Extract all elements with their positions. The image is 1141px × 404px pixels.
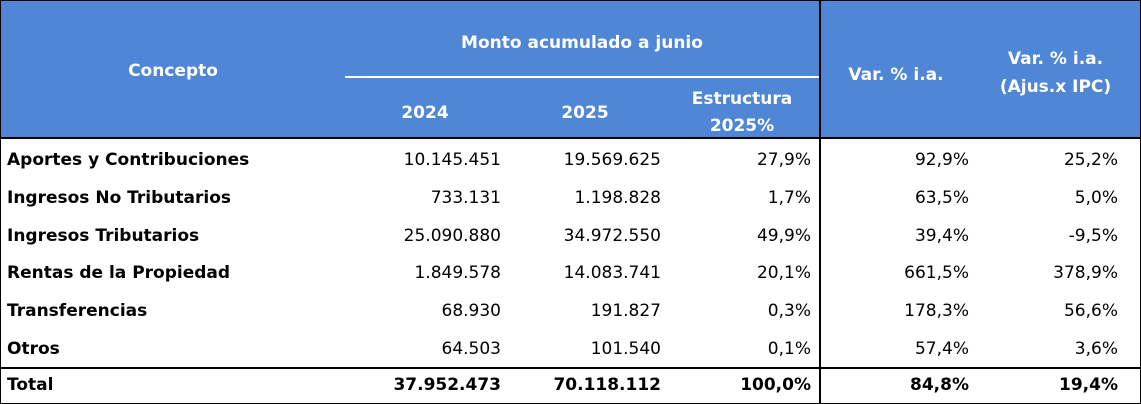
total-divider [1, 367, 1140, 369]
header-group: Monto acumulado a junio [461, 33, 703, 53]
cell-estructura: 20,1% [756, 263, 811, 283]
cell-estructura: 49,9% [756, 226, 811, 246]
table-row: Ingresos No Tributarios 733.131 1.198.82… [1, 179, 1140, 217]
header-estructura-l1: Estructura [691, 89, 793, 109]
cell-estructura: 1,7% [767, 188, 811, 208]
total-label: Total [7, 375, 54, 395]
cell-estructura: 27,9% [756, 150, 811, 170]
table-row: Aportes y Contribuciones 10.145.451 19.5… [1, 141, 1140, 179]
cell-var: 178,3% [904, 301, 969, 321]
header-var-ipc-l1: Var. % i.a. [1007, 49, 1104, 69]
cell-2024: 1.849.578 [414, 263, 501, 283]
table-row: Transferencias 68.930 191.827 0,3% 178,3… [1, 292, 1140, 330]
cell-var: 92,9% [914, 150, 969, 170]
cell-2025: 101.540 [590, 339, 661, 359]
cell-var-ipc: 3,6% [1074, 339, 1118, 359]
row-label: Otros [7, 339, 60, 359]
header-2024: 2024 [401, 103, 449, 123]
cell-2025: 14.083.741 [563, 263, 661, 283]
cell-2024: 68.930 [441, 301, 501, 321]
row-label: Aportes y Contribuciones [7, 150, 250, 170]
cell-2024: 10.145.451 [403, 150, 501, 170]
cell-estructura: 0,3% [767, 301, 811, 321]
cell-2025: 34.972.550 [563, 226, 661, 246]
cell-2024: 64.503 [441, 339, 501, 359]
total-2025: 70.118.112 [553, 375, 661, 395]
total-estructura: 100,0% [740, 375, 811, 395]
row-label: Ingresos No Tributarios [7, 188, 231, 208]
total-var-ipc: 19,4% [1059, 375, 1118, 395]
group-underline [345, 76, 819, 78]
cell-2025: 19.569.625 [563, 150, 661, 170]
cell-estructura: 0,1% [767, 339, 811, 359]
cell-2024: 25.090.880 [403, 226, 501, 246]
total-2024: 37.952.473 [393, 375, 501, 395]
cell-var-ipc: 56,6% [1063, 301, 1118, 321]
cell-var: 63,5% [914, 188, 969, 208]
cell-var: 661,5% [904, 263, 969, 283]
cell-var-ipc: 5,0% [1074, 188, 1118, 208]
cell-2024: 733.131 [430, 188, 501, 208]
total-row: Total 37.952.473 70.118.112 100,0% 84,8%… [1, 368, 1140, 403]
cell-var-ipc: -9,5% [1068, 226, 1118, 246]
table-header: Concepto Monto acumulado a junio 2024 20… [1, 1, 1140, 139]
cell-var: 39,4% [914, 226, 969, 246]
header-concepto: Concepto [128, 61, 218, 81]
cell-var-ipc: 378,9% [1053, 263, 1118, 283]
row-label: Transferencias [7, 301, 148, 321]
column-divider [819, 1, 821, 403]
total-var: 84,8% [910, 375, 969, 395]
cell-var-ipc: 25,2% [1063, 150, 1118, 170]
cell-var: 57,4% [914, 339, 969, 359]
table-row: Ingresos Tributarios 25.090.880 34.972.5… [1, 217, 1140, 255]
table-row: Rentas de la Propiedad 1.849.578 14.083.… [1, 254, 1140, 292]
header-var: Var. % i.a. [848, 65, 944, 85]
table-row: Otros 64.503 101.540 0,1% 57,4% 3,6% [1, 330, 1140, 368]
cell-2025: 191.827 [590, 301, 661, 321]
header-estructura-l2: 2025% [709, 116, 775, 136]
row-label: Ingresos Tributarios [7, 226, 200, 246]
row-label: Rentas de la Propiedad [7, 263, 231, 283]
header-2025: 2025 [561, 103, 609, 123]
header-var-ipc-l2: (Ajus.x IPC) [999, 77, 1112, 97]
cell-2025: 1.198.828 [574, 188, 661, 208]
